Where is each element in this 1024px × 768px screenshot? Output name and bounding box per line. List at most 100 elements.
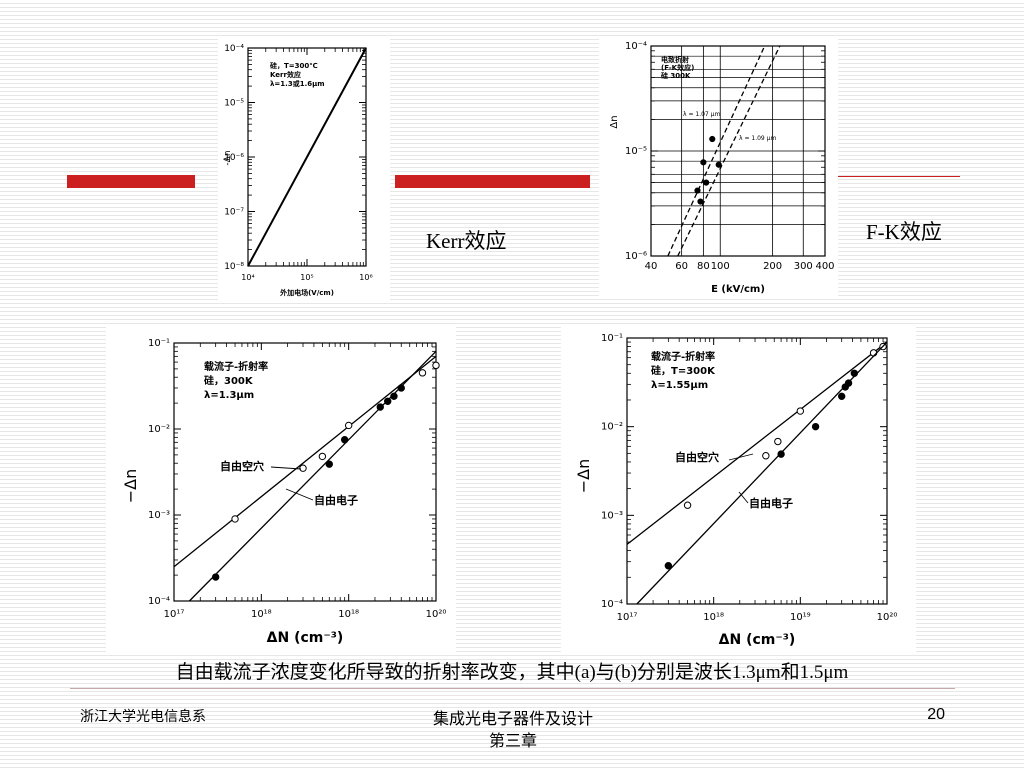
footer-divider [70,688,955,689]
y-tick-label: 10⁻⁶ [224,153,244,163]
x-tick-label: 10⁵ [300,273,313,282]
series-label: λ = 1.09 μm [739,135,776,142]
x-tick-label: 80 [697,261,710,272]
series-line-1 [667,45,766,257]
footer-department: 浙江大学光电信息系 [80,710,206,725]
legend-text: 载流子-折射率 [651,350,715,363]
y-tick-label: 10⁻⁴ [224,44,244,54]
data-point [811,422,820,431]
data-point [340,436,349,444]
x-tick-label: 10¹⁸ [703,612,724,623]
hole-data-point [432,361,440,370]
legend-text: Kerr效应 [270,70,301,79]
y-tick-label: 10⁻³ [601,510,623,521]
series-line-1 [626,341,888,545]
title-bar-left [67,175,195,188]
hole-data-point [231,515,239,523]
x-tick-label: 10²⁰ [426,609,447,620]
data-point [390,392,398,401]
series-line-1 [247,47,367,267]
y-tick-label: 10⁻³ [148,510,170,521]
x-tick-label: 10⁶ [359,273,372,282]
data-point [697,198,704,205]
legend-text: 硅，T=300℃ [270,61,318,70]
y-tick-label: 10⁻⁶ [625,251,647,262]
y-tick-label: 10⁻⁴ [601,599,623,610]
hole-data-point [418,369,427,377]
hole-data-point [299,464,307,472]
x-axis-label: 外加电场(V/cm) [280,288,334,297]
annotation-leader [728,453,754,461]
y-tick-label: 10⁻¹ [601,333,623,344]
data-point [837,392,846,401]
data-point [850,369,859,377]
plot-frame [626,337,888,605]
x-tick-label: 10⁴ [241,273,254,282]
legend-text: (F-K效应) [661,63,694,72]
fk-chart-panel: 10⁻⁶ 10⁻⁵ 10⁻⁴ 40 60 80 100 200 300 400 E (kV/cm) Δ… [599,36,838,298]
y-tick-label: 10⁻² [601,422,623,433]
legend-text: 电致折射 [661,55,689,64]
data-point [703,179,710,186]
annotation-label: 自由空穴 [220,459,264,473]
legend-text: 载流子-折射率 [204,360,268,373]
y-axis-label: -Δn [223,150,233,165]
x-tick-label: 10¹⁹ [790,612,811,623]
annotation-leader [270,466,302,470]
x-tick-label: 10¹⁷ [164,609,185,620]
data-point [700,159,707,166]
footer-course-title: 集成光电子器件及设计 第三章 [380,708,646,752]
x-tick-label: 10¹⁸ [251,609,272,620]
page-number: 20 [927,706,945,723]
kerr-chart: 10⁻⁸ 10⁻⁷ 10⁻⁶ 10⁻⁵ 10⁻⁴ 10⁴ 10⁵ 10⁶ 外加电场(V/cm) -… [223,44,373,297]
annotation-leader [285,488,314,501]
legend-text: 硅，T=300K [651,364,716,377]
y-tick-label: 10⁻¹ [148,338,170,349]
hole-data-point [683,501,692,509]
x-tick-label: 300 [794,261,813,272]
hole-data-point [318,452,327,461]
carrier-chart-a-panel: 10⁻⁴ 10⁻³ 10⁻² 10⁻¹ 10¹⁷ 10¹⁸ 10¹⁸ 10²⁰ ΔN (cm⁻³… [106,326,456,652]
series-line-2 [677,45,781,257]
footer-chapter: 第三章 [488,731,537,750]
title-line-right [838,176,960,177]
data-point [709,135,716,143]
y-tick-label: 10⁻² [148,424,170,435]
data-point [777,450,785,458]
x-tick-label: 40 [645,261,658,272]
x-tick-label: 200 [763,261,782,272]
x-tick-label: 10¹⁸ [338,609,359,620]
data-point [664,562,673,570]
hole-data-point [796,407,805,415]
legend-text: 硅，300K [204,374,254,387]
y-tick-label: 10⁻⁷ [224,208,244,218]
x-tick-label: 100 [711,261,730,272]
legend-text: λ=1.3或1.6μm [270,79,325,88]
title-bar-middle [395,175,590,188]
x-axis-label: ΔN (cm⁻³) [719,632,796,648]
legend-text: λ=1.3μm [204,390,254,401]
carrier-chart-b-panel: 10⁻⁴ 10⁻³ 10⁻² 10⁻¹ 10¹⁷ 10¹⁸ 10¹⁹ 10²⁰ ΔN (cm⁻³… [561,326,916,652]
y-tick-label: 10⁻⁴ [625,41,647,52]
data-point [694,187,701,194]
kerr-chart-panel: 10⁻⁸ 10⁻⁷ 10⁻⁶ 10⁻⁵ 10⁻⁴ 10⁴ 10⁵ 10⁶ 外加电场(V/cm) -… [218,38,390,302]
hole-data-point [344,421,353,430]
data-point [376,403,384,411]
fk-chart: 10⁻⁶ 10⁻⁵ 10⁻⁴ 40 60 80 100 200 300 400 E (kV/cm) Δ… [609,41,835,295]
y-tick-label: 10⁻⁵ [625,146,647,157]
annotation-label: 自由空穴 [675,450,719,464]
x-tick-label: 10¹⁷ [617,612,638,623]
x-tick-label: 60 [675,261,688,272]
data-point [844,379,853,387]
data-point [325,460,333,468]
footer-course-name: 集成光电子器件及设计 [432,709,593,728]
legend-text: 硅 300K [661,71,691,80]
series-line-1 [173,355,437,568]
carrier-chart-b: 10⁻⁴ 10⁻³ 10⁻² 10⁻¹ 10¹⁷ 10¹⁸ 10¹⁹ 10²⁰ ΔN (cm⁻³… [574,333,897,648]
legend-text: λ=1.55μm [651,380,708,391]
y-axis-label: −Δn [121,469,140,504]
kerr-effect-label: Kerr效应 [426,229,507,253]
y-tick-label: 10⁻⁵ [224,99,244,109]
fk-effect-label: F-K效应 [866,220,942,244]
hole-data-point [774,437,782,446]
